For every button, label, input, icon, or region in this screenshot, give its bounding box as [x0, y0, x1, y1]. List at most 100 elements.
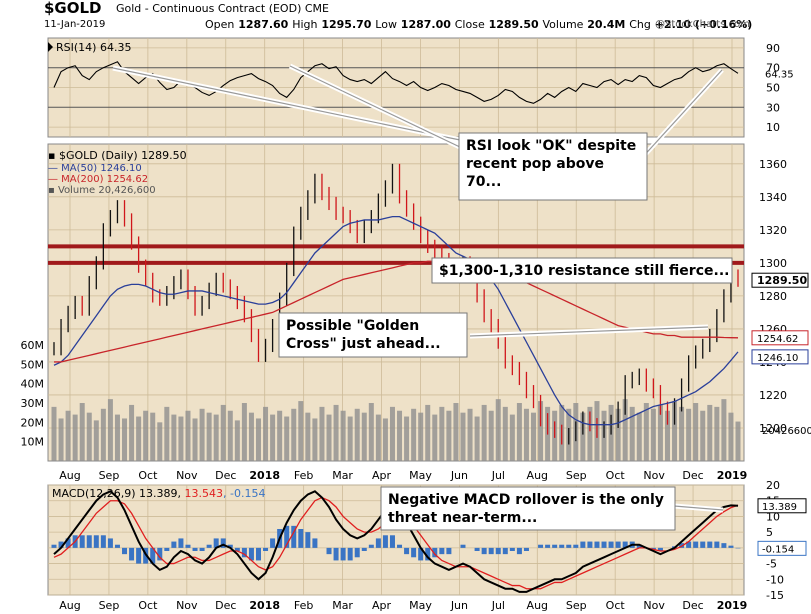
- volume-bar: [538, 401, 544, 461]
- volume-bar: [375, 414, 381, 461]
- open-value: 1287.60: [238, 18, 289, 31]
- rsi-tick-label: 10: [766, 121, 780, 134]
- macd-histogram-bar: [700, 541, 706, 548]
- volume-bar: [220, 404, 226, 461]
- x-tick-label: Oct: [138, 469, 158, 482]
- macd-histogram-bar: [326, 547, 332, 555]
- macd-tick-label: -15: [766, 589, 784, 602]
- legends: RSI(14) 64.35▪ $GOLD (Daily) 1289.50— MA…: [48, 41, 265, 500]
- x-tick-label: Oct: [606, 469, 626, 482]
- volume-tick-label: 50M: [21, 358, 45, 371]
- macd-histogram-bar: [270, 538, 276, 548]
- macd-tick-label: 5: [766, 526, 773, 539]
- macd-histogram-bar: [425, 547, 431, 561]
- x-tick-label: Feb: [294, 469, 313, 482]
- resistance-annotation-line: $1,300-1,310 resistance still fierce...: [439, 263, 729, 279]
- macd-legend: MACD(12,26,9) 13.389, 13.543, -0.154: [52, 487, 265, 500]
- stockcharts-credit: @StockCharts.com: [655, 19, 750, 30]
- x-tick-label: Oct: [138, 599, 158, 612]
- volume-legend: ▪ Volume 20,426,600: [48, 185, 156, 196]
- macd-histogram-bar: [136, 547, 142, 564]
- macd-histogram-bar: [397, 544, 403, 548]
- ma200-line: [54, 260, 739, 363]
- price-tick-label: 1300: [759, 257, 787, 270]
- ma50-line: [53, 215, 739, 426]
- macd-histogram-bar: [679, 543, 685, 548]
- volume-bar: [86, 412, 92, 461]
- macd-histogram-bar: [439, 547, 445, 555]
- volume-bar: [213, 414, 219, 461]
- volume-bar: [199, 408, 205, 461]
- rsi-last-label: 64.35: [765, 69, 794, 80]
- volume-bar: [227, 410, 233, 461]
- x-tick-label: 2019: [717, 599, 748, 612]
- volume-bar: [580, 412, 586, 461]
- volume-bar: [58, 418, 64, 461]
- price-tick-label: 1340: [759, 191, 787, 204]
- macd-histogram-bar: [552, 544, 558, 548]
- macd-annotation-line: Negative MACD rollover is the only: [388, 492, 664, 508]
- volume-bar: [107, 399, 113, 461]
- close-value: 1289.50: [488, 18, 539, 31]
- volume-bar: [700, 410, 706, 461]
- macd-histogram-bar: [523, 547, 529, 551]
- volume-bar: [114, 414, 120, 461]
- volume-bar: [185, 410, 191, 461]
- change-label: Chg: [629, 18, 651, 31]
- volume-bar: [79, 403, 85, 461]
- volume-bar: [129, 404, 135, 461]
- volume-bar: [178, 416, 184, 461]
- macd-histogram-bar: [298, 529, 304, 548]
- volume-bar: [502, 406, 508, 461]
- macd-histogram-bar: [657, 547, 663, 551]
- ohlc-bar: Open 1287.60 High 1295.70 Low 1287.00 Cl…: [205, 18, 752, 31]
- macd-histogram-bar: [502, 547, 508, 555]
- x-tick-label: 2018: [249, 469, 280, 482]
- macd-histogram-bar: [213, 538, 219, 548]
- volume-bar: [206, 412, 212, 461]
- macd-pointer: [673, 505, 724, 511]
- macd-histogram-bar: [622, 541, 628, 548]
- x-tick-label: Nov: [176, 599, 198, 612]
- volume-bar: [136, 416, 142, 461]
- macd-histogram-bar: [129, 547, 135, 561]
- x-tick-label: Dec: [215, 469, 236, 482]
- volume-bar: [397, 410, 403, 461]
- macd-histogram-bar: [693, 541, 699, 548]
- ma200-label-box: [751, 330, 809, 346]
- macd-histogram-bar: [192, 547, 198, 551]
- price-tick-label: 1200: [759, 422, 787, 435]
- quote-date: 11-Jan-2019: [44, 19, 106, 30]
- volume-bar: [629, 406, 635, 461]
- x-tick-label: Nov: [643, 599, 665, 612]
- x-tick-label: Apr: [372, 599, 392, 612]
- volume-bar: [326, 414, 332, 461]
- macd-histogram-bar: [354, 547, 360, 558]
- x-tick-label: Nov: [643, 469, 665, 482]
- ma200-legend: — MA(200) 1254.62: [48, 174, 148, 185]
- macd-histogram-bar: [340, 547, 346, 561]
- golden-cross-annotation-line: Cross" just ahead...: [286, 336, 441, 352]
- volume-bar: [509, 414, 515, 461]
- macd-histogram-bar: [333, 547, 339, 561]
- volume-bar: [439, 406, 445, 461]
- x-tick-label: Jun: [450, 469, 468, 482]
- x-tick-label: Jul: [491, 469, 505, 482]
- macd-histogram-bar: [312, 538, 318, 548]
- volume-last-label: 20426600: [762, 426, 811, 437]
- macd-histogram-bar: [368, 544, 374, 548]
- volume-bar: [728, 412, 734, 461]
- x-tick-label: Dec: [682, 599, 703, 612]
- macd-histogram-bar: [375, 538, 381, 548]
- macd-histogram-bar: [199, 547, 205, 551]
- macd-histogram-bar: [488, 547, 494, 555]
- volume-bar: [622, 399, 628, 461]
- rsi-annotation-line: RSI look "OK" despite: [466, 138, 636, 154]
- volume-bar: [51, 406, 57, 461]
- volume-bar: [150, 412, 156, 461]
- macd-histogram-bar: [460, 544, 466, 548]
- macd-histogram-bar: [65, 538, 71, 548]
- volume-bar: [347, 416, 353, 461]
- macd-tick-label: -5: [766, 558, 777, 571]
- macd-histogram-bar: [79, 535, 85, 548]
